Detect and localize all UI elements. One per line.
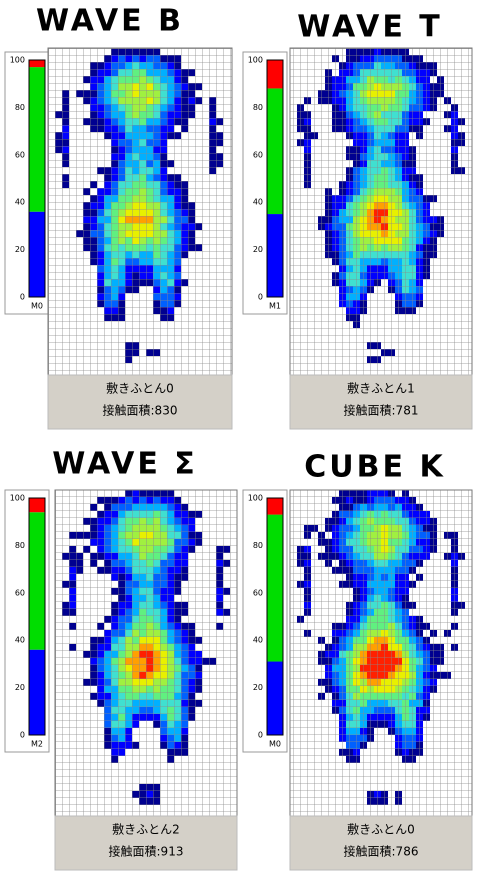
legend-segment [267, 514, 283, 662]
legend-tick-label: 0 [258, 293, 263, 302]
legend-tick-label: 80 [253, 103, 263, 112]
panel-title: CUBE K [304, 450, 445, 485]
legend-tick-label: 40 [15, 198, 25, 207]
legend-label: M0 [269, 740, 281, 749]
legend-segment [29, 649, 45, 735]
legend-segment [29, 498, 45, 513]
caption-name: 敷きふとん0 [347, 822, 415, 837]
panel-title: WAVE T [297, 10, 443, 45]
legend-tick-label: 0 [20, 731, 25, 740]
legend-segment [267, 88, 283, 215]
legend-tick-label: 60 [253, 588, 263, 597]
panel-title: WAVE B [36, 4, 184, 39]
heatmap-grid [54, 489, 238, 817]
legend-tick-label: 60 [15, 150, 25, 159]
legend-tick-label: 40 [15, 636, 25, 645]
caption-box [289, 374, 473, 430]
legend-tick-label: 60 [253, 150, 263, 159]
legend-tick-label: 20 [15, 683, 25, 692]
legend-label: M2 [31, 740, 43, 749]
caption-area: 接触面積:913 [109, 844, 184, 859]
legend-segment [267, 60, 283, 89]
legend-segment [29, 512, 45, 650]
legend-tick-label: 20 [253, 683, 263, 692]
legend-segment [267, 498, 283, 515]
legend-tick-label: 40 [253, 636, 263, 645]
legend-tick-label: 100 [248, 494, 263, 503]
legend-segment [267, 214, 283, 297]
caption-box [289, 815, 473, 871]
legend-bar-border [266, 59, 284, 298]
panel-title: WAVE Σ [52, 447, 198, 482]
heatmap-grid [289, 47, 473, 376]
legend-segment [29, 60, 45, 68]
legend-tick-label: 80 [15, 541, 25, 550]
caption-area: 接触面積:781 [344, 403, 419, 418]
legend-bar-border [28, 497, 46, 736]
caption-area: 接触面積:786 [344, 844, 419, 859]
legend-tick-label: 0 [258, 731, 263, 740]
heatmap-grid [47, 47, 233, 376]
legend-tick-label: 80 [15, 103, 25, 112]
legend-tick-label: 40 [253, 198, 263, 207]
legend-segment [267, 661, 283, 735]
legend-label: M1 [269, 302, 281, 311]
legend-tick-label: 20 [15, 245, 25, 254]
legend-tick-label: 20 [253, 245, 263, 254]
legend-tick-label: 0 [20, 293, 25, 302]
legend-bar-border [266, 497, 284, 736]
caption-name: 敷きふとん2 [112, 822, 180, 837]
legend-bar-border [28, 59, 46, 298]
caption-name: 敷きふとん1 [347, 381, 415, 396]
legend-tick-label: 100 [10, 56, 25, 65]
caption-box [47, 374, 233, 430]
legend-segment [29, 211, 45, 297]
legend-tick-label: 100 [248, 56, 263, 65]
legend-label: M0 [31, 302, 43, 311]
caption-area: 接触面積:830 [103, 403, 178, 418]
legend-tick-label: 80 [253, 541, 263, 550]
caption-name: 敷きふとん0 [106, 381, 174, 396]
legend-tick-label: 60 [15, 588, 25, 597]
heatmap-grid [289, 489, 473, 817]
caption-box [54, 815, 238, 871]
legend-tick-label: 100 [10, 494, 25, 503]
legend-segment [29, 67, 45, 212]
